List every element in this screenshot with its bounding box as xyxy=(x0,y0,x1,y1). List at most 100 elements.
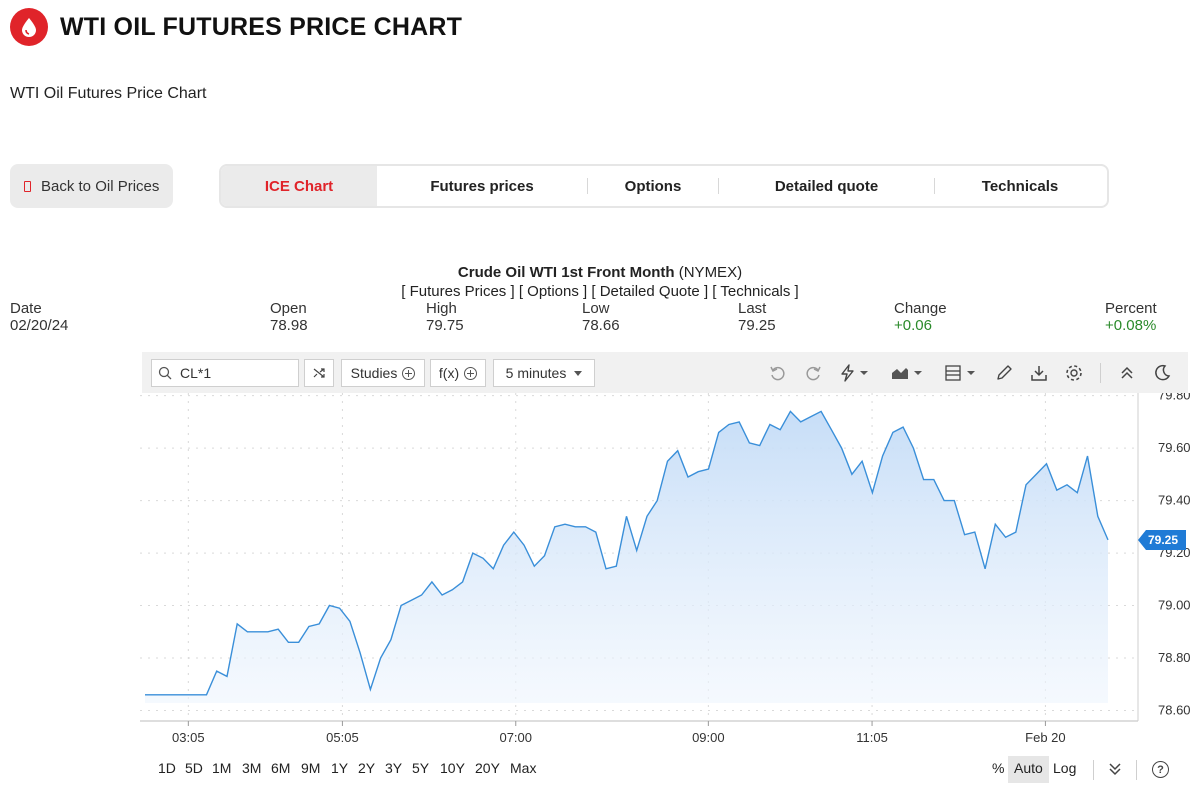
symbol-search-input[interactable]: CL*1 xyxy=(151,359,299,387)
y-tick-label: 78.60 xyxy=(1158,703,1190,718)
page-title: WTI OIL FUTURES PRICE CHART xyxy=(60,12,463,41)
instrument-title: Crude Oil WTI 1st Front Month (NYMEX) xyxy=(0,264,1200,281)
range-10y[interactable]: 10Y xyxy=(440,760,465,776)
tab-ice-chart[interactable]: ICE Chart xyxy=(221,166,377,206)
range-max[interactable]: Max xyxy=(510,760,537,776)
link-futures-prices[interactable]: [ Futures Prices ] xyxy=(401,283,515,300)
tab-futures-prices[interactable]: Futures prices xyxy=(430,177,534,195)
quote-percent-value: +0.08% xyxy=(1105,317,1157,334)
redo-icon[interactable] xyxy=(803,362,823,384)
help-icon[interactable]: ? xyxy=(1152,761,1169,778)
range-2y[interactable]: 2Y xyxy=(358,760,376,776)
quote-last-label: Last xyxy=(738,300,767,317)
layout-icon[interactable] xyxy=(944,362,980,384)
chart-toolbar: CL*1 Studies f(x) 5 minutes xyxy=(142,352,1188,393)
quote-high-value: 79.75 xyxy=(426,317,464,334)
x-tick-label: 09:00 xyxy=(692,730,725,745)
quote-date-label: Date xyxy=(10,300,42,317)
y-tick-label: 78.80 xyxy=(1158,650,1190,665)
link-technicals[interactable]: [ Technicals ] xyxy=(712,283,799,300)
quote-high: High 79.75 xyxy=(426,300,464,334)
pencil-icon[interactable] xyxy=(994,362,1014,384)
last-price-label: 79.25 xyxy=(1148,533,1178,547)
compare-button[interactable] xyxy=(304,359,334,387)
studies-button[interactable]: Studies xyxy=(341,359,425,387)
last-price-tag xyxy=(1138,529,1186,550)
toolbar-divider xyxy=(1100,363,1101,383)
range-5y[interactable]: 5Y xyxy=(412,760,430,776)
last-price-marker: 79.25 xyxy=(1138,529,1186,550)
link-options[interactable]: [ Options ] xyxy=(518,283,588,300)
dark-mode-icon[interactable] xyxy=(1152,362,1172,384)
quote-date-value: 02/20/24 xyxy=(10,317,69,334)
y-tick-label: 79.40 xyxy=(1158,493,1190,508)
collapse-icon[interactable] xyxy=(1117,362,1137,384)
chart-tabs: ICE Chart Futures prices Options Detaile… xyxy=(219,164,1109,208)
shuffle-icon xyxy=(313,368,325,378)
x-tick-label: 07:00 xyxy=(499,730,532,745)
settings-icon[interactable] xyxy=(1064,362,1084,384)
range-6m[interactable]: 6M xyxy=(271,760,291,776)
instrument-exchange: (NYMEX) xyxy=(678,264,743,281)
undo-icon[interactable] xyxy=(768,362,788,384)
instrument-name: Crude Oil WTI 1st Front Month xyxy=(457,264,675,281)
range-3y[interactable]: 3Y xyxy=(385,760,403,776)
fx-button[interactable]: f(x) xyxy=(430,359,486,387)
price-line xyxy=(145,410,1109,696)
symbol-value: CL*1 xyxy=(180,365,212,381)
x-tick-label: 03:05 xyxy=(172,730,205,745)
range-1m[interactable]: 1M xyxy=(212,760,232,776)
x-axis: 03:05 05:05 07:00 09:00 11:05 Feb 20 xyxy=(172,721,1066,745)
chart-type-icon[interactable] xyxy=(890,362,926,384)
quote-change-label: Change xyxy=(894,300,947,317)
studies-label: Studies xyxy=(350,365,398,381)
quote-percent-label: Percent xyxy=(1105,300,1157,317)
quote-high-label: High xyxy=(426,300,457,317)
y-tick-label: 79.80 xyxy=(1158,393,1190,403)
bottom-divider xyxy=(1093,760,1094,780)
quote-low-label: Low xyxy=(582,300,610,317)
range-3m[interactable]: 3M xyxy=(242,760,262,776)
y-tick-label: 79.00 xyxy=(1158,598,1190,613)
tab-divider xyxy=(718,178,719,194)
range-20y[interactable]: 20Y xyxy=(475,760,500,776)
range-5d[interactable]: 5D xyxy=(185,760,203,776)
tab-technicals[interactable]: Technicals xyxy=(981,177,1059,195)
percent-scale-button[interactable]: % xyxy=(992,760,1005,776)
range-1y[interactable]: 1Y xyxy=(331,760,349,776)
tab-detailed-quote[interactable]: Detailed quote xyxy=(774,177,879,195)
oil-drop-icon xyxy=(10,8,48,46)
quote-low: Low 78.66 xyxy=(582,300,620,334)
back-to-oil-prices-button[interactable]: Back to Oil Prices xyxy=(10,164,173,208)
auto-scale-highlight xyxy=(1008,756,1049,783)
caret-down-icon xyxy=(574,370,583,376)
interval-select[interactable]: 5 minutes xyxy=(493,359,595,387)
quote-low-value: 78.66 xyxy=(582,317,620,334)
interval-label: 5 minutes xyxy=(505,365,567,381)
range-1d[interactable]: 1D xyxy=(158,760,176,776)
x-tick-label: 11:05 xyxy=(856,730,888,745)
x-tick-label: Feb 20 xyxy=(1025,730,1065,745)
price-area xyxy=(145,411,1108,703)
quote-change-value: +0.06 xyxy=(894,317,932,334)
range-9m[interactable]: 9M xyxy=(301,760,321,776)
quote-last-value: 79.25 xyxy=(738,317,776,334)
instrument-links: [ Futures Prices ] [ Options ] [ Detaile… xyxy=(0,283,1200,300)
log-scale-button[interactable]: Log xyxy=(1053,760,1077,776)
auto-scale-button[interactable]: Auto xyxy=(1014,760,1043,776)
quote-open: Open 78.98 xyxy=(270,300,308,334)
add-circle-icon xyxy=(464,366,478,380)
quote-date: Date 02/20/24 xyxy=(10,300,68,334)
quote-last: Last 79.25 xyxy=(738,300,776,334)
expand-down-icon[interactable] xyxy=(1106,760,1124,783)
bottom-divider xyxy=(1136,760,1137,780)
lightning-icon[interactable] xyxy=(838,362,872,384)
download-icon[interactable] xyxy=(1029,362,1049,384)
link-detailed-quote[interactable]: [ Detailed Quote ] xyxy=(591,283,709,300)
tab-options[interactable]: Options xyxy=(624,177,682,195)
page-subtitle: WTI Oil Futures Price Chart xyxy=(10,85,207,102)
fx-label: f(x) xyxy=(438,365,460,381)
quote-open-label: Open xyxy=(270,300,307,317)
